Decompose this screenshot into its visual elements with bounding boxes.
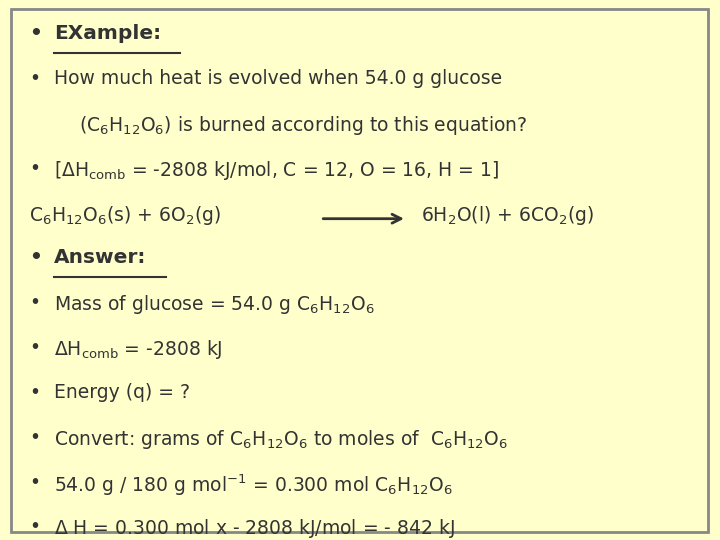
Text: •: • <box>29 428 40 447</box>
Text: •: • <box>29 472 40 491</box>
Text: •: • <box>29 24 42 43</box>
Text: Mass of glucose = 54.0 g C$_6$H$_{12}$O$_6$: Mass of glucose = 54.0 g C$_6$H$_{12}$O$… <box>54 293 374 316</box>
Text: •: • <box>29 338 40 357</box>
Text: 6H$_2$O(l) + 6CO$_2$(g): 6H$_2$O(l) + 6CO$_2$(g) <box>421 204 594 227</box>
Text: •: • <box>29 69 40 88</box>
Text: C$_6$H$_{12}$O$_6$(s) + 6O$_2$(g): C$_6$H$_{12}$O$_6$(s) + 6O$_2$(g) <box>29 204 221 227</box>
Text: How much heat is evolved when 54.0 g glucose: How much heat is evolved when 54.0 g glu… <box>54 69 502 88</box>
Text: 54.0 g / 180 g mol$^{-1}$ = 0.300 mol C$_6$H$_{12}$O$_6$: 54.0 g / 180 g mol$^{-1}$ = 0.300 mol C$… <box>54 472 453 498</box>
Text: EXample:: EXample: <box>54 24 161 43</box>
Text: •: • <box>29 383 40 402</box>
Text: $\Delta$ H = 0.300 mol x - 2808 kJ/mol = - 842 kJ: $\Delta$ H = 0.300 mol x - 2808 kJ/mol =… <box>54 517 455 540</box>
Text: •: • <box>29 517 40 536</box>
FancyBboxPatch shape <box>11 9 708 532</box>
Text: (C$_6$H$_{12}$O$_6$) is burned according to this equation?: (C$_6$H$_{12}$O$_6$) is burned according… <box>79 114 528 137</box>
Text: •: • <box>29 159 40 178</box>
Text: •: • <box>29 248 42 267</box>
Text: $\Delta$H$_{\mathrm{comb}}$ = -2808 kJ: $\Delta$H$_{\mathrm{comb}}$ = -2808 kJ <box>54 338 222 361</box>
Text: •: • <box>29 293 40 312</box>
Text: Answer:: Answer: <box>54 248 146 267</box>
Text: [$\Delta$H$_{\mathrm{comb}}$ = -2808 kJ/mol, C = 12, O = 16, H = 1]: [$\Delta$H$_{\mathrm{comb}}$ = -2808 kJ/… <box>54 159 499 182</box>
Text: Convert: grams of C$_6$H$_{12}$O$_6$ to moles of  C$_6$H$_{12}$O$_6$: Convert: grams of C$_6$H$_{12}$O$_6$ to … <box>54 428 508 451</box>
Text: Energy (q) = ?: Energy (q) = ? <box>54 383 190 402</box>
